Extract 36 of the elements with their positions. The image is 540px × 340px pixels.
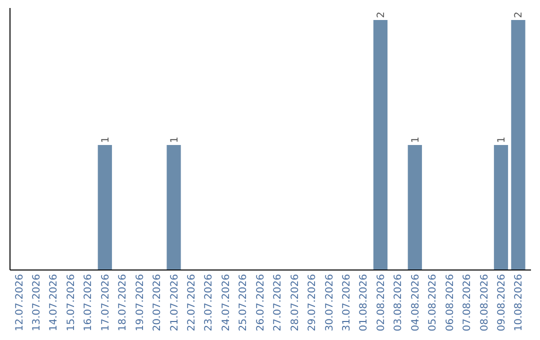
x-tick-label: 08.08.2026 bbox=[479, 274, 490, 332]
x-tick-label: 23.07.2026 bbox=[204, 274, 215, 332]
x-tick-label: 12.07.2026 bbox=[14, 274, 26, 332]
x-tick-label: 09.08.2026 bbox=[496, 274, 508, 332]
x-tick-label: 07.08.2026 bbox=[462, 274, 474, 332]
data-label: 1 bbox=[100, 136, 112, 143]
x-tick-label: 21.07.2026 bbox=[169, 274, 180, 332]
x-tick-label: 03.08.2026 bbox=[393, 274, 404, 332]
x-tick-label: 28.07.2026 bbox=[290, 274, 301, 332]
x-tick-label: 25.07.2026 bbox=[238, 274, 250, 332]
x-tick-label: 22.07.2026 bbox=[186, 274, 198, 332]
x-tick-label: 20.07.2026 bbox=[152, 274, 164, 332]
data-label: 1 bbox=[410, 136, 422, 143]
data-label: 2 bbox=[376, 12, 387, 18]
x-tick-label: 31.07.2026 bbox=[342, 274, 352, 332]
data-label: 1 bbox=[496, 136, 508, 143]
x-tick-label: 17.07.2026 bbox=[100, 274, 112, 332]
x-tick-label: 26.07.2026 bbox=[255, 274, 266, 332]
x-tick-label: 10.08.2026 bbox=[514, 274, 525, 332]
x-tick-label: 04.08.2026 bbox=[410, 274, 422, 332]
x-tick-label: 01.08.2026 bbox=[358, 274, 370, 332]
x-tick-label: 29.07.2026 bbox=[307, 274, 318, 332]
data-label: 1 bbox=[169, 136, 180, 143]
x-tick-label: 14.07.2026 bbox=[48, 274, 60, 332]
x-tick-label: 05.08.2026 bbox=[428, 274, 439, 332]
data-label: 2 bbox=[514, 12, 525, 18]
x-tick-label: 24.07.2026 bbox=[220, 274, 232, 332]
x-tick-label: 19.07.2026 bbox=[134, 274, 146, 332]
x-tick-label: 30.07.2026 bbox=[324, 274, 336, 332]
x-tick-label: 13.07.2026 bbox=[32, 274, 43, 332]
x-tick-label: 15.07.2026 bbox=[66, 274, 77, 332]
x-tick-label: 02.08.2026 bbox=[376, 274, 387, 332]
x-tick-label: 16.07.2026 bbox=[83, 274, 94, 332]
x-tick-label: 18.07.2026 bbox=[118, 274, 129, 332]
x-tick-label: 06.08.2026 bbox=[444, 274, 456, 332]
x-tick-label: 27.07.2026 bbox=[272, 274, 284, 332]
